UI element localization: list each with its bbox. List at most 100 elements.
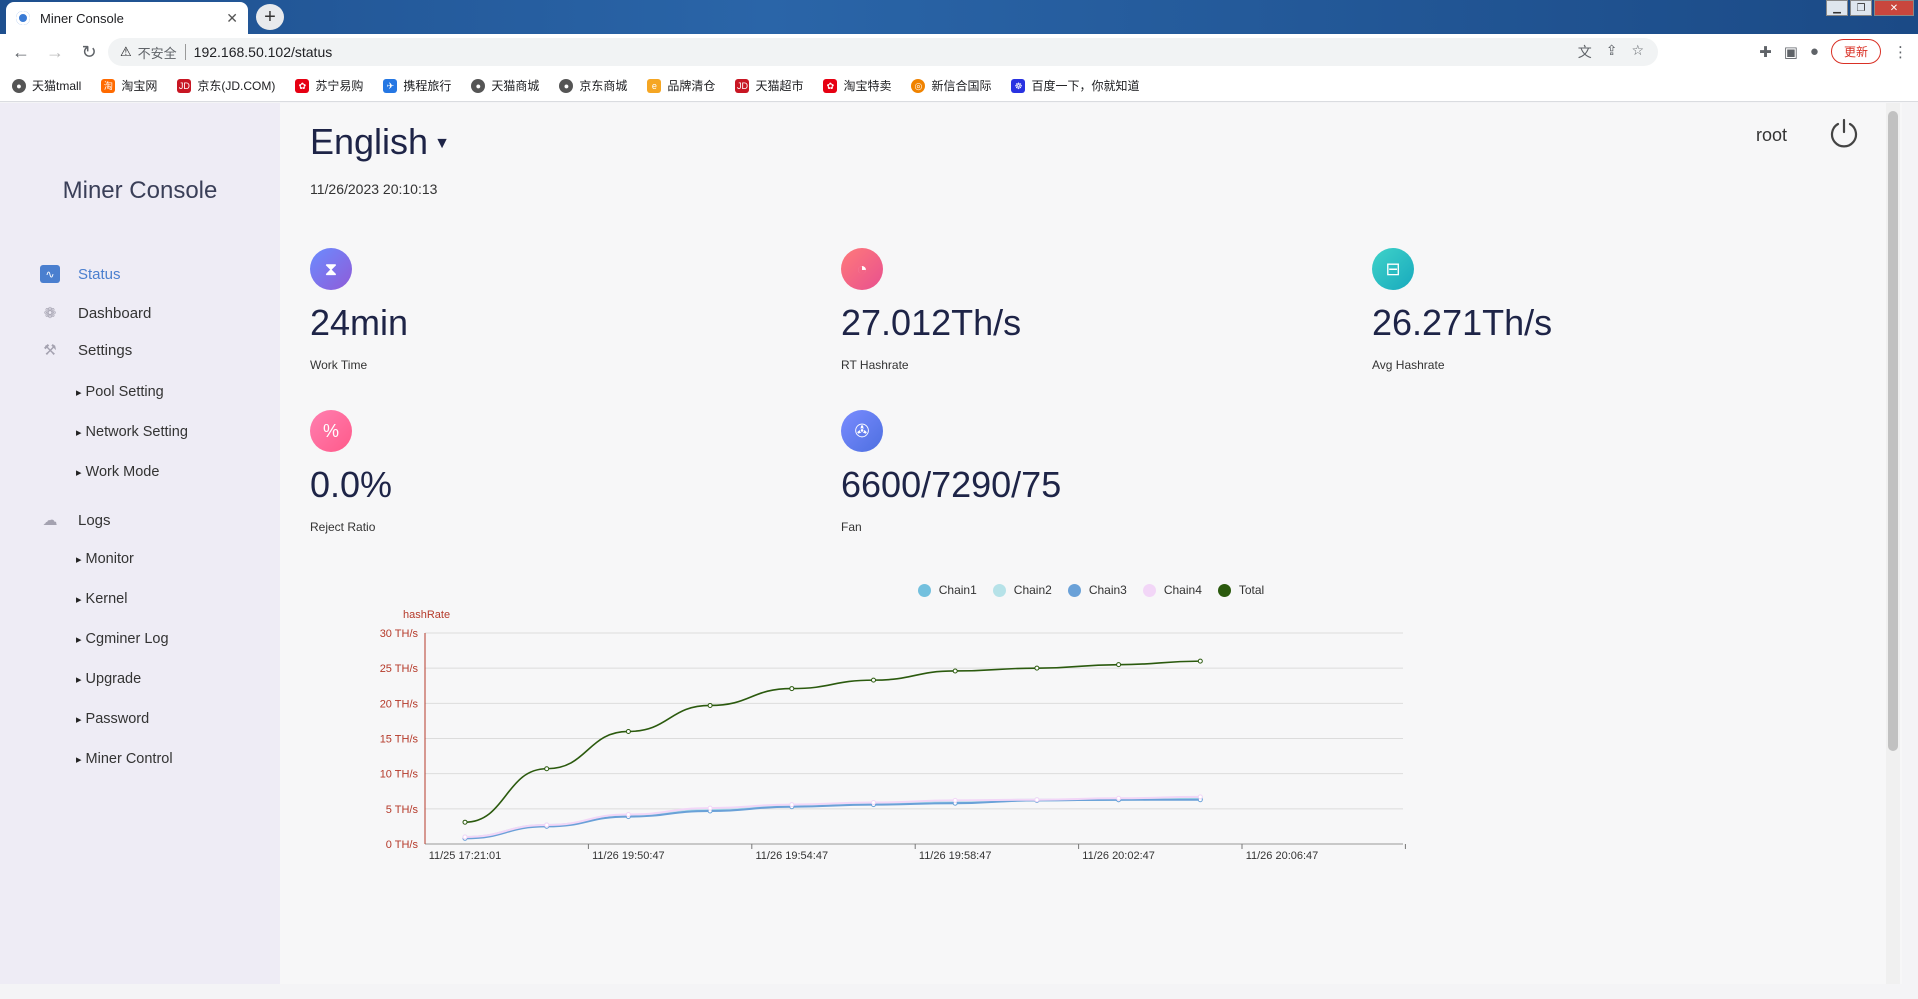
legend-item[interactable]: Chain2 (992, 583, 1052, 597)
bookmark-item[interactable]: ● 京东商城 (559, 77, 627, 94)
x-tick-label: 11/25 17:21:01 (429, 850, 502, 862)
share-icon[interactable]: ⇪ (1605, 42, 1618, 58)
sidebar-item-settings[interactable]: ⚒ Settings (40, 341, 133, 360)
sidebar-sub-cgminer-log[interactable]: Cgminer Log (76, 631, 169, 647)
close-tab-icon[interactable]: ✕ (226, 9, 238, 26)
stat-label: Reject Ratio (310, 520, 376, 534)
sidebar-sub-kernel[interactable]: Kernel (76, 591, 128, 607)
window-controls: ▁ ❐ ✕ (1826, 0, 1914, 16)
x-tick-label: 11/26 19:58:47 (919, 850, 992, 862)
stat-fan: ✇ 6600/7290/75 Fan (841, 410, 1061, 534)
bookmark-item[interactable]: ☸ 百度一下，你就知道 (1011, 77, 1140, 94)
browser-tab[interactable]: Miner Console ✕ (6, 2, 248, 34)
reload-icon[interactable]: ↻ (81, 41, 97, 62)
bookmark-item[interactable]: JD 天猫超市 (735, 78, 804, 93)
close-window-icon[interactable]: ✕ (1874, 0, 1914, 16)
sidebar-sub-work-mode[interactable]: Work Mode (76, 464, 160, 480)
bookmark-item[interactable]: JD 京东(JD.COM) (177, 78, 276, 93)
data-point (625, 728, 631, 734)
activity-icon: ∿ (40, 265, 60, 283)
main-content: English ▼ 11/26/2023 20:10:13 root ⧗ 24mi… (280, 103, 1902, 984)
x-tick-label: 11/26 19:54:47 (756, 850, 829, 862)
sidebar-item-logs[interactable]: ☁ Logs (40, 511, 111, 530)
data-point (1116, 662, 1122, 668)
sidebar-item-label: Dashboard (78, 304, 152, 322)
profile-icon[interactable]: ● (1809, 43, 1819, 60)
url-input[interactable]: ⚠ 不安全 192.168.50.102/status 文 ⇪ ☆ (108, 38, 1658, 66)
legend-marker (1067, 583, 1081, 597)
extensions-icon[interactable]: ✚ (1759, 43, 1772, 61)
series-line-chain4 (464, 795, 1201, 838)
scrollbar-thumb[interactable] (1888, 111, 1898, 751)
page-scrollbar[interactable] (1886, 103, 1900, 984)
update-button[interactable]: 更新 (1830, 39, 1881, 64)
star-icon[interactable]: ☆ (1631, 42, 1644, 58)
power-icon[interactable] (1828, 117, 1860, 149)
sidebar-sub-monitor[interactable]: Monitor (76, 551, 134, 567)
y-tick-label: 25 TH/s (380, 663, 419, 675)
address-bar-row: ← → ↻ ⚠ 不安全 192.168.50.102/status 文 ⇪ ☆ … (0, 34, 1918, 70)
url-text: 192.168.50.102/status (193, 44, 333, 60)
stat-label: Fan (841, 520, 862, 534)
sidebar-sub-network-setting[interactable]: Network Setting (76, 424, 188, 440)
data-point (462, 834, 468, 840)
legend-item[interactable]: Chain4 (1142, 583, 1202, 597)
data-point (871, 800, 876, 806)
data-point (1116, 795, 1122, 801)
bookmark-item[interactable]: ● 天猫tmall (12, 77, 81, 94)
legend-marker (1217, 583, 1231, 597)
x-tick-label: 11/26 19:50:47 (592, 850, 665, 862)
y-tick-label: 10 TH/s (380, 769, 419, 781)
legend-marker (992, 583, 1006, 597)
sidebar-sub-upgrade[interactable]: Upgrade (76, 671, 142, 687)
data-point (707, 805, 713, 811)
miner-console-app: Miner Console ∿ Status ❁ Dashboard ⚒ Set… (0, 103, 1918, 984)
legend-label: Chain3 (1088, 583, 1127, 597)
omnibox-actions: 文 ⇪ ☆ (1578, 42, 1658, 62)
bookmark-item[interactable]: ◎ 新信合国际 (911, 77, 991, 94)
legend-label: Chain2 (1013, 583, 1052, 597)
sidebar-sub-password[interactable]: Password (76, 711, 150, 727)
bookmark-item[interactable]: e 品牌清仓 (647, 77, 715, 94)
menu-icon[interactable]: ⋮ (1893, 43, 1908, 61)
sidebar-item-label: Settings (78, 341, 133, 359)
sidebar-item-status[interactable]: ∿ Status (40, 265, 121, 283)
speedometer-icon: ◔ (841, 248, 883, 290)
sidebar-sub-miner-control[interactable]: Miner Control (76, 751, 173, 767)
warning-icon: ⚠ (120, 44, 132, 59)
divider (184, 44, 186, 60)
caret-down-icon: ▼ (434, 135, 450, 153)
sidebar-item-dashboard[interactable]: ❁ Dashboard (40, 304, 152, 323)
hourglass-icon: ⧗ (310, 248, 352, 290)
hashrate-chart: Chain1 Chain2 Chain3 Chain4 Total hashRate 0 … (280, 573, 1902, 993)
translate-icon[interactable]: 文 (1577, 44, 1592, 60)
data-point (789, 686, 795, 692)
data-point (462, 819, 468, 825)
bookmark-item[interactable]: ✿ 淘宝特卖 (823, 77, 891, 94)
back-icon[interactable]: ← (12, 41, 30, 62)
data-point (544, 822, 550, 828)
legend-item[interactable]: Total (1217, 583, 1264, 597)
language-value: English (310, 121, 429, 162)
data-point (625, 811, 631, 817)
forward-icon[interactable]: → (46, 41, 64, 62)
minimize-icon[interactable]: ▁ (1826, 0, 1848, 16)
series-line-chain3 (464, 798, 1201, 840)
y-tick-label: 5 TH/s (386, 804, 419, 816)
bookmark-item[interactable]: ● 天猫商城 (471, 77, 539, 94)
user-name[interactable]: root (1756, 125, 1788, 145)
sidepanel-icon[interactable]: ▣ (1783, 43, 1798, 61)
language-select[interactable]: English ▼ (310, 121, 450, 163)
sidebar-item-label: Status (78, 265, 121, 283)
sidebar-sub-pool-setting[interactable]: Pool Setting (76, 384, 164, 400)
new-tab-button[interactable]: + (256, 4, 284, 30)
bookmark-item[interactable]: ✈ 携程旅行 (383, 77, 451, 94)
legend-item[interactable]: Chain3 (1067, 583, 1127, 597)
x-tick-label: 11/26 20:06:47 (1246, 850, 1319, 862)
bookmark-item[interactable]: ✿ 苏宁易购 (295, 77, 363, 94)
legend-item[interactable]: Chain1 (917, 583, 977, 597)
stat-label: Work Time (310, 358, 368, 372)
restore-icon[interactable]: ❐ (1850, 0, 1872, 16)
data-point (1197, 794, 1203, 800)
bookmark-item[interactable]: 淘淘宝网 (101, 77, 157, 94)
